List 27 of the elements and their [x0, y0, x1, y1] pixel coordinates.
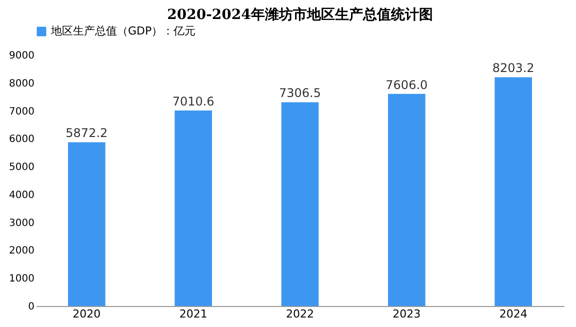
y-tick-label: 7000	[9, 106, 34, 118]
data-label: 5872.2	[66, 126, 108, 140]
x-tick-label: 2020	[72, 308, 101, 320]
y-tick-label: 4000	[9, 190, 34, 201]
data-label: 7606.0	[386, 78, 428, 92]
y-tick-label: 9000	[9, 50, 34, 62]
bar	[494, 77, 532, 306]
y-tick-label: 5000	[9, 162, 34, 174]
bar	[281, 102, 319, 306]
x-tick-label: 2023	[392, 308, 421, 320]
y-tick-label: 8000	[9, 78, 34, 90]
y-tick-label: 0	[28, 302, 34, 312]
chart-title: 2020-2024年潍坊市地区生产总值统计图	[167, 6, 433, 23]
y-tick-label: 2000	[9, 246, 34, 257]
y-tick-label: 1000	[9, 274, 34, 285]
legend-label: 地区生产总值（GDP）：亿元	[50, 24, 196, 38]
data-label: 7306.5	[279, 86, 321, 100]
x-tick-label: 2024	[499, 308, 528, 320]
x-tick-label: 2022	[286, 308, 314, 320]
x-tick-label: 2021	[179, 308, 208, 320]
data-label: 7010.6	[172, 94, 214, 108]
y-tick-label: 3000	[9, 218, 34, 229]
data-label: 8203.2	[492, 61, 534, 76]
y-tick-label: 6000	[9, 134, 34, 146]
bar	[388, 94, 426, 306]
bar	[68, 142, 106, 306]
bar	[174, 110, 212, 306]
